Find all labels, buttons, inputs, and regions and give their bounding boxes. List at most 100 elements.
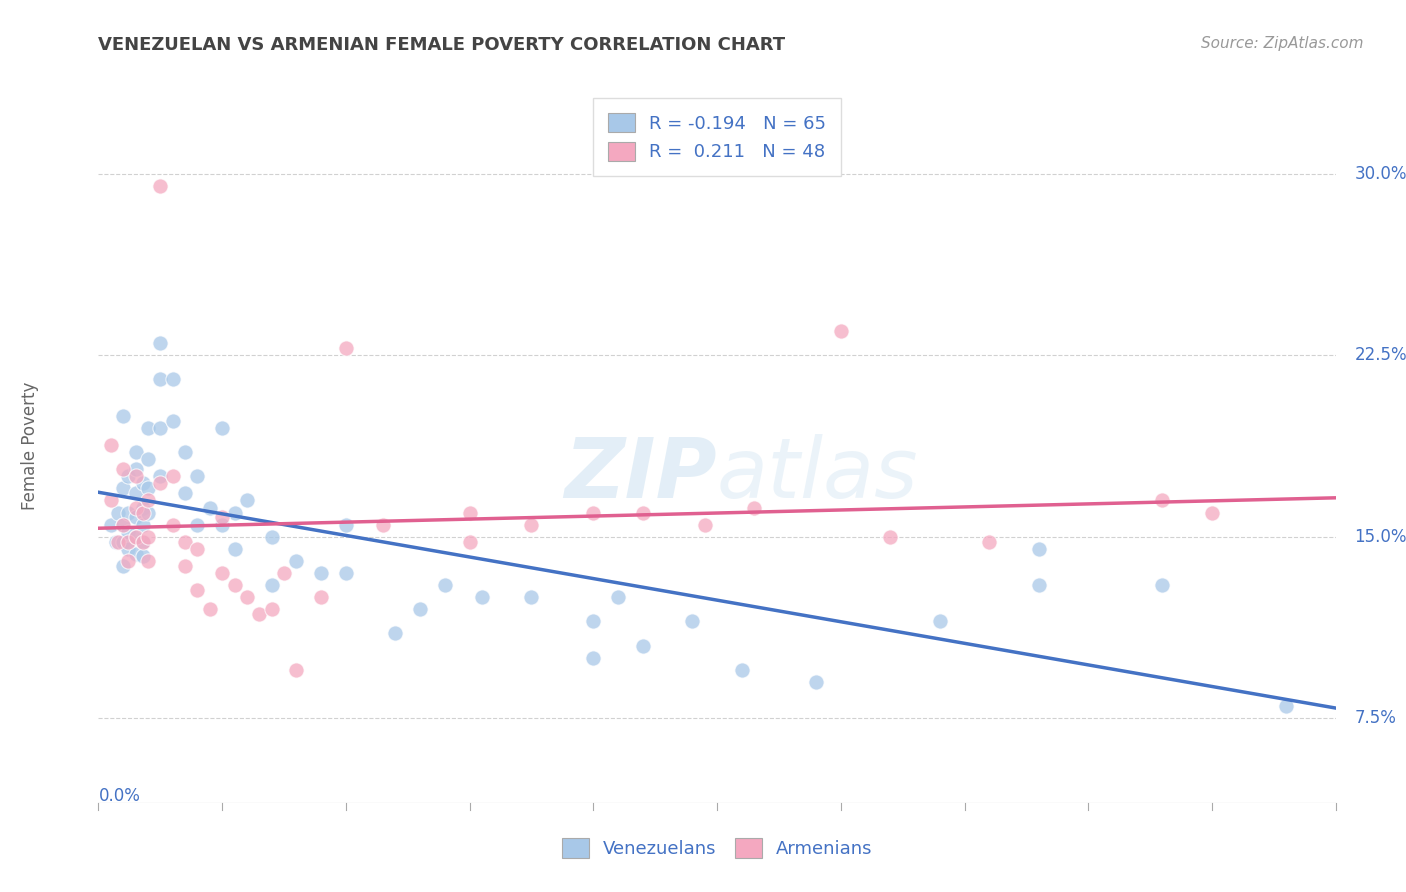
Point — [186, 517, 208, 532]
Point — [273, 566, 295, 580]
Point — [309, 590, 332, 604]
Point — [124, 486, 146, 500]
Point — [149, 372, 172, 386]
Point — [224, 578, 246, 592]
Point — [260, 530, 283, 544]
Point — [112, 517, 135, 532]
Point — [117, 534, 139, 549]
Point — [335, 341, 357, 355]
Point — [979, 534, 1001, 549]
Text: Female Poverty: Female Poverty — [21, 382, 39, 510]
Point — [236, 590, 259, 604]
Point — [112, 462, 135, 476]
Point — [1275, 699, 1298, 714]
Point — [124, 530, 146, 544]
Point — [112, 481, 135, 495]
Text: Source: ZipAtlas.com: Source: ZipAtlas.com — [1201, 36, 1364, 51]
Point — [149, 469, 172, 483]
Point — [162, 517, 184, 532]
Text: 30.0%: 30.0% — [1354, 165, 1406, 183]
Point — [117, 469, 139, 483]
Point — [124, 462, 146, 476]
Point — [1201, 506, 1223, 520]
Point — [149, 178, 172, 193]
Point — [174, 534, 197, 549]
Point — [458, 506, 481, 520]
Point — [136, 530, 159, 544]
Point — [174, 558, 197, 573]
Point — [117, 554, 139, 568]
Point — [520, 517, 543, 532]
Point — [132, 549, 155, 563]
Point — [100, 517, 122, 532]
Point — [631, 506, 654, 520]
Point — [1028, 578, 1050, 592]
Point — [117, 541, 139, 556]
Point — [124, 530, 146, 544]
Point — [112, 558, 135, 573]
Point — [136, 452, 159, 467]
Point — [879, 530, 901, 544]
Point — [132, 476, 155, 491]
Point — [136, 421, 159, 435]
Point — [582, 615, 605, 629]
Point — [433, 578, 456, 592]
Point — [211, 421, 233, 435]
Point — [236, 493, 259, 508]
Point — [247, 607, 270, 621]
Point — [186, 582, 208, 597]
Text: VENEZUELAN VS ARMENIAN FEMALE POVERTY CORRELATION CHART: VENEZUELAN VS ARMENIAN FEMALE POVERTY CO… — [98, 36, 786, 54]
Point — [112, 517, 135, 532]
Point — [731, 663, 754, 677]
Point — [117, 506, 139, 520]
Point — [458, 534, 481, 549]
Text: ZIP: ZIP — [564, 434, 717, 515]
Point — [260, 578, 283, 592]
Point — [104, 534, 127, 549]
Point — [186, 541, 208, 556]
Point — [136, 493, 159, 508]
Point — [112, 409, 135, 423]
Point — [149, 421, 172, 435]
Point — [198, 602, 221, 616]
Point — [335, 517, 357, 532]
Point — [198, 500, 221, 515]
Point — [124, 445, 146, 459]
Text: 0.0%: 0.0% — [98, 787, 141, 805]
Text: 15.0%: 15.0% — [1354, 528, 1406, 546]
Point — [224, 506, 246, 520]
Point — [582, 506, 605, 520]
Text: atlas: atlas — [717, 434, 918, 515]
Point — [136, 554, 159, 568]
Point — [309, 566, 332, 580]
Point — [124, 510, 146, 524]
Point — [409, 602, 432, 616]
Point — [174, 486, 197, 500]
Point — [132, 517, 155, 532]
Point — [520, 590, 543, 604]
Point — [384, 626, 406, 640]
Point — [124, 547, 146, 561]
Point — [607, 590, 630, 604]
Point — [149, 476, 172, 491]
Point — [136, 506, 159, 520]
Point — [582, 650, 605, 665]
Point — [681, 615, 703, 629]
Point — [928, 615, 950, 629]
Text: 7.5%: 7.5% — [1354, 709, 1396, 727]
Point — [124, 500, 146, 515]
Point — [1152, 493, 1174, 508]
Point — [124, 469, 146, 483]
Point — [132, 506, 155, 520]
Point — [132, 534, 155, 549]
Point — [1028, 541, 1050, 556]
Point — [132, 500, 155, 515]
Point — [211, 517, 233, 532]
Point — [107, 506, 129, 520]
Point — [830, 324, 852, 338]
Point — [804, 674, 827, 689]
Point — [132, 534, 155, 549]
Point — [117, 524, 139, 539]
Point — [224, 541, 246, 556]
Point — [107, 534, 129, 549]
